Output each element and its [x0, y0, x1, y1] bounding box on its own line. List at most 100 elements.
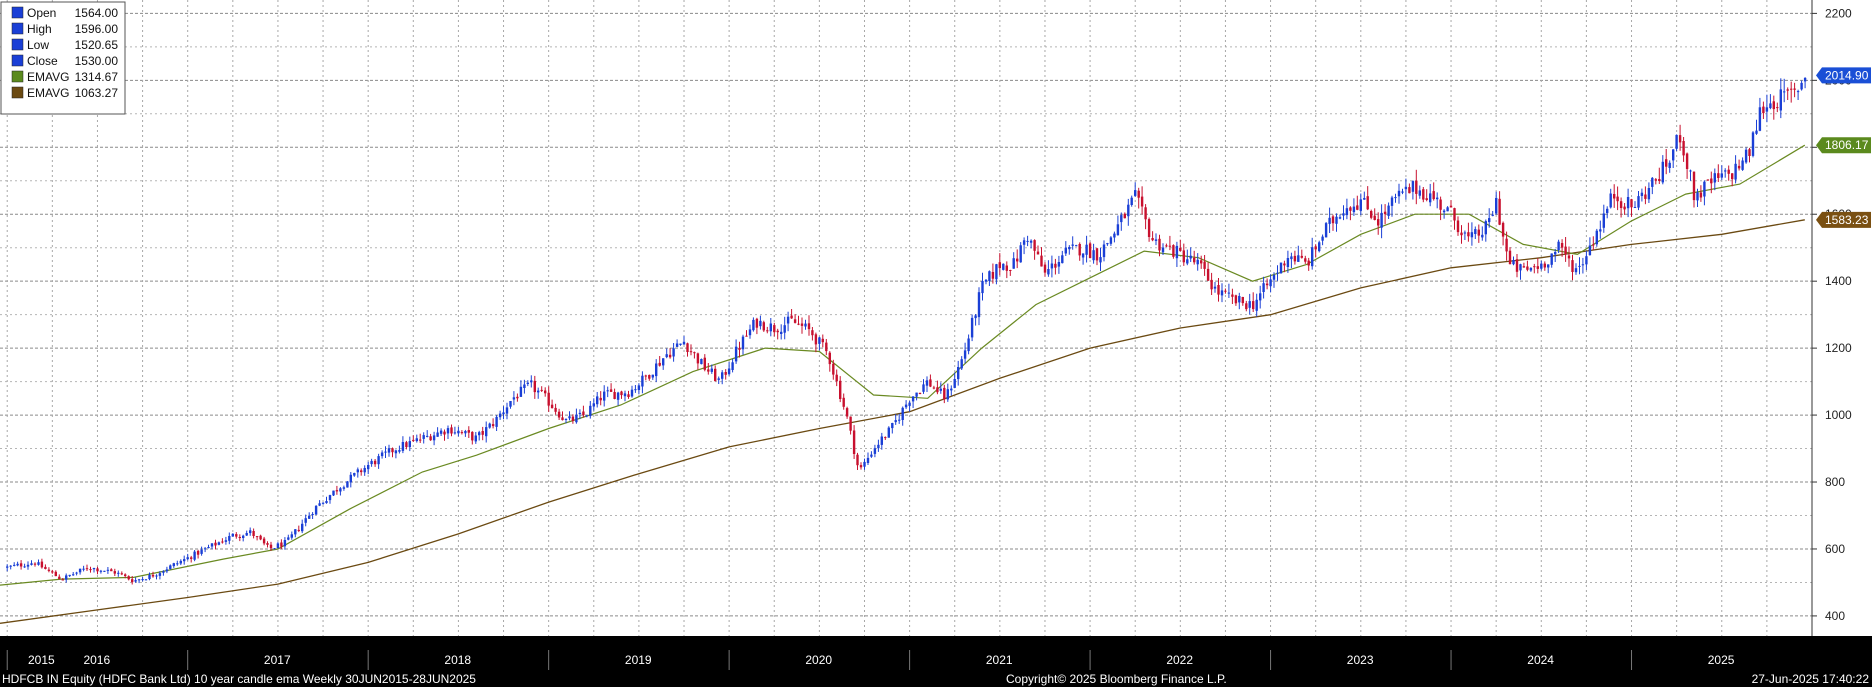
candle-body — [1238, 296, 1241, 303]
candle-body — [769, 323, 772, 332]
candle-body — [1047, 269, 1050, 275]
candle-body — [224, 540, 228, 542]
candle-body — [478, 432, 481, 436]
candle-body — [1706, 179, 1710, 181]
candle-body — [1783, 91, 1786, 93]
candle-body — [1043, 264, 1047, 273]
candle-body — [658, 362, 661, 366]
candle-body — [505, 407, 509, 414]
candle-body — [1359, 199, 1362, 211]
candle-body — [1193, 257, 1196, 263]
year-label: 2018 — [444, 653, 471, 667]
candle-body — [1255, 299, 1258, 311]
candle-body — [1144, 207, 1147, 220]
price-tag: 1583.23 — [1816, 211, 1871, 228]
candle-body — [609, 389, 613, 392]
candle-body — [710, 368, 713, 372]
candle-body — [1095, 248, 1099, 261]
candle-body — [1377, 219, 1380, 226]
candle-body — [1259, 293, 1262, 301]
candle-body — [1508, 250, 1512, 265]
candle-body — [44, 566, 47, 569]
candle-body — [1661, 161, 1664, 183]
candle-body — [158, 573, 162, 576]
candle-body — [1710, 178, 1713, 184]
candle-body — [1293, 255, 1297, 262]
candle-body — [491, 424, 495, 427]
candle-body — [9, 565, 12, 567]
candle-body — [1557, 241, 1560, 250]
candle-body — [1345, 208, 1349, 216]
candle-body — [832, 363, 835, 375]
candle-body — [1075, 245, 1078, 247]
candle-body — [1533, 266, 1536, 268]
footer-bar — [0, 670, 1872, 687]
candle-body — [773, 325, 776, 333]
candle-body — [75, 572, 78, 574]
candle-body — [1606, 208, 1609, 214]
candle-body — [1206, 268, 1210, 281]
candle-body — [318, 503, 321, 506]
candle-body — [984, 279, 988, 282]
candle-body — [1720, 173, 1723, 178]
candle-body — [623, 393, 627, 397]
candle-body — [1651, 177, 1654, 187]
candle-body — [217, 542, 221, 545]
legend-value: 1314.67 — [75, 70, 119, 84]
candle-body — [932, 387, 936, 389]
candle-body — [367, 465, 370, 470]
candle-body — [1203, 261, 1206, 269]
legend-value: 1063.27 — [75, 86, 119, 100]
candle-body — [13, 564, 16, 566]
candle-body — [1342, 213, 1345, 216]
candle-body — [1019, 245, 1022, 263]
candle-body — [412, 439, 415, 441]
candle-body — [54, 571, 57, 577]
candle-body — [797, 323, 800, 325]
candle-body — [1463, 232, 1467, 234]
candle-body — [1529, 267, 1533, 271]
candle-body — [1064, 247, 1067, 254]
y-tick-label: 400 — [1825, 609, 1845, 623]
candle-body — [1422, 189, 1425, 200]
candle-body — [1140, 196, 1144, 207]
candle-body — [561, 417, 564, 421]
candle-body — [679, 343, 682, 345]
candle-body — [280, 542, 283, 547]
candle-body — [1272, 275, 1276, 280]
candle-body — [96, 568, 99, 572]
candle-body — [1602, 213, 1605, 228]
candle-body — [1554, 252, 1557, 255]
candle-body — [1224, 290, 1227, 292]
candle-body — [1658, 179, 1661, 181]
legend-label: Close — [27, 54, 58, 68]
candle-body — [662, 358, 665, 366]
candle-body — [557, 411, 561, 418]
candle-body — [1675, 134, 1678, 149]
candle-body — [1026, 240, 1029, 242]
footer-left-text: HDFCB IN Equity (HDFC Bank Ltd) 10 year … — [2, 672, 476, 686]
legend-swatch — [11, 86, 24, 99]
candle-body — [1703, 181, 1706, 197]
candle-body — [950, 388, 953, 391]
candle-body — [162, 571, 165, 573]
candle-body — [1741, 160, 1744, 170]
candle-body — [1245, 303, 1248, 310]
price-tag-shape — [1816, 137, 1871, 154]
candle-body — [1182, 250, 1185, 263]
candle-body — [391, 448, 394, 453]
candle-body — [394, 450, 398, 454]
price-tag: 2014.90 — [1816, 67, 1871, 84]
candle-body — [1560, 243, 1564, 248]
candles-layer — [6, 77, 1807, 585]
candle-body — [766, 330, 769, 332]
candle-body — [1061, 255, 1064, 264]
candle-body — [852, 430, 856, 454]
candle-body — [422, 435, 425, 439]
candle-body — [1692, 171, 1696, 201]
candle-body — [1519, 264, 1522, 271]
candle-body — [866, 457, 870, 463]
candle-body — [193, 551, 196, 560]
candle-body — [627, 394, 630, 397]
candle-body — [696, 353, 700, 364]
